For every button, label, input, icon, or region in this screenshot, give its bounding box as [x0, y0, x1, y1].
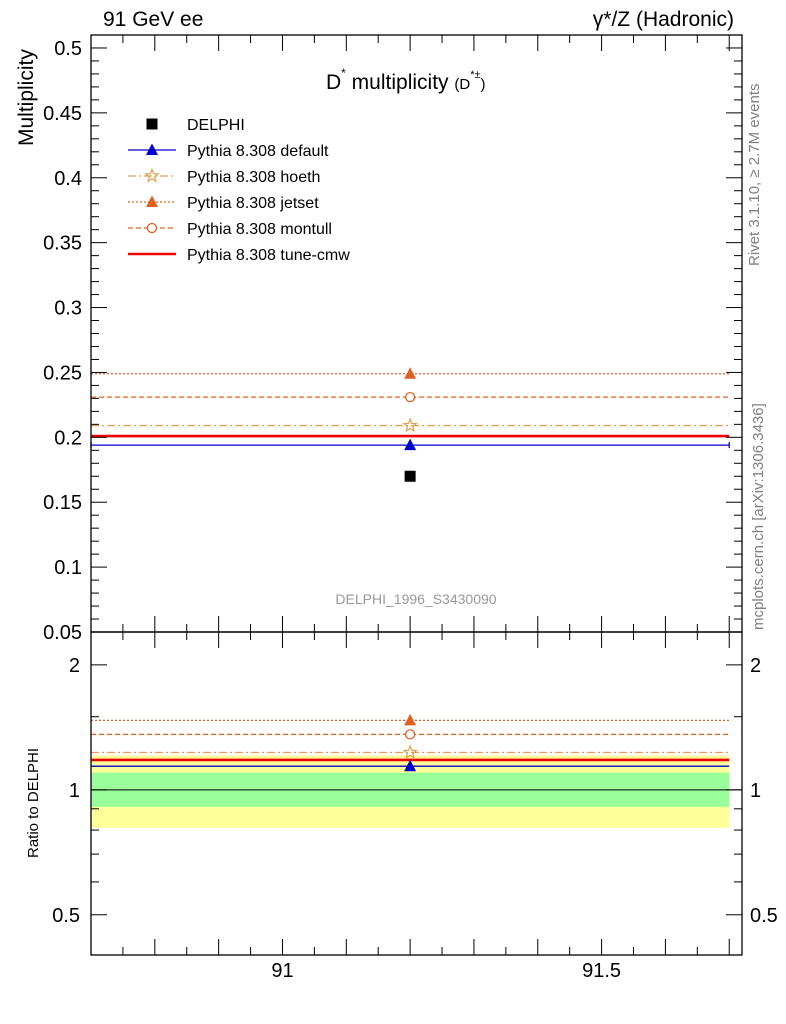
- main-y-tick-label: 0.3: [54, 298, 82, 320]
- chart-texts: Multiplicity Ratio to DELPHI D* multipli…: [15, 49, 497, 858]
- header-energy-label: 91 GeV ee: [103, 8, 204, 31]
- ratio-y-tick-label-left: 1: [69, 780, 80, 802]
- axis-tick-labels: 0.05 0.1 0.15 0.2 0.25 0.3 0.35 0.4 0.45 0.5 0.5 0.…: [43, 38, 778, 982]
- legend-label: Pythia 8.308 default: [187, 143, 329, 160]
- x-tick-label: 91.5: [582, 960, 621, 982]
- ratio-y-tick-label-right: 0.5: [750, 905, 778, 927]
- legend-label: DELPHI: [187, 117, 245, 134]
- main-point-pythia-8-308-hoeth: [402, 417, 418, 433]
- legend-marker: [146, 222, 158, 234]
- main-point-pythia-8-308-montull: [404, 391, 416, 403]
- ratio-point-pythia-8-308-montull: [404, 729, 416, 740]
- ratio-panel-frame: [90, 631, 743, 956]
- legend-label: Pythia 8.308 jetset: [187, 195, 319, 212]
- legend-marker: [146, 195, 158, 207]
- main-point-pythia-8-308-jetset: [404, 367, 417, 379]
- legend-label: Pythia 8.308 montull: [187, 221, 332, 238]
- legend-marker: [144, 167, 160, 183]
- ratio-point-pythia-8-308-hoeth: [402, 744, 418, 760]
- ratio-y-tick-label-right: 1: [750, 780, 761, 802]
- axis-ticks: [90, 34, 742, 956]
- main-y-tick-label: 0.2: [54, 427, 82, 449]
- ratio-y-axis-label: Ratio to DELPHI: [25, 748, 42, 858]
- ratio-y-tick-label-right: 2: [750, 655, 761, 677]
- main-y-tick-label: 0.15: [43, 492, 82, 514]
- ratio-y-tick-label-left: 0.5: [52, 905, 80, 927]
- main-y-axis-label: Multiplicity: [15, 49, 38, 146]
- x-tick-label: 91: [271, 960, 293, 982]
- header-process-label: γ*/Z (Hadronic): [592, 8, 734, 31]
- main-y-tick-label: 0.5: [54, 38, 82, 60]
- series-markers: [402, 367, 418, 772]
- main-y-tick-label: 0.35: [43, 233, 82, 255]
- ratio-point-pythia-8-308-default: [404, 759, 417, 772]
- main-point-pythia-8-308-default: [404, 438, 417, 451]
- legend-label: Pythia 8.308 tune-cmw: [187, 247, 350, 264]
- legend-marker: [146, 143, 158, 155]
- legend-marker: [146, 118, 158, 130]
- ratio-y-tick-label-left: 2: [69, 655, 80, 677]
- ratio-point-pythia-8-308-jetset: [404, 713, 417, 726]
- legend-label: Pythia 8.308 hoeth: [187, 169, 320, 186]
- main-y-tick-label: 0.25: [43, 362, 82, 384]
- main-y-tick-label: 0.45: [43, 103, 82, 125]
- series-lines: [90, 373, 730, 767]
- main-y-tick-label: 0.4: [54, 168, 82, 190]
- main-point-delphi: [404, 470, 416, 482]
- legend: DELPHI Pythia 8.308 default Pythia 8.308 h…: [128, 117, 350, 264]
- chart-title: D* multiplicity (D*±): [326, 66, 486, 94]
- analysis-id-annotation: DELPHI_1996_S3430090: [335, 591, 496, 607]
- main-y-tick-label: 0.05: [43, 622, 82, 644]
- main-y-tick-label: 0.1: [54, 557, 82, 579]
